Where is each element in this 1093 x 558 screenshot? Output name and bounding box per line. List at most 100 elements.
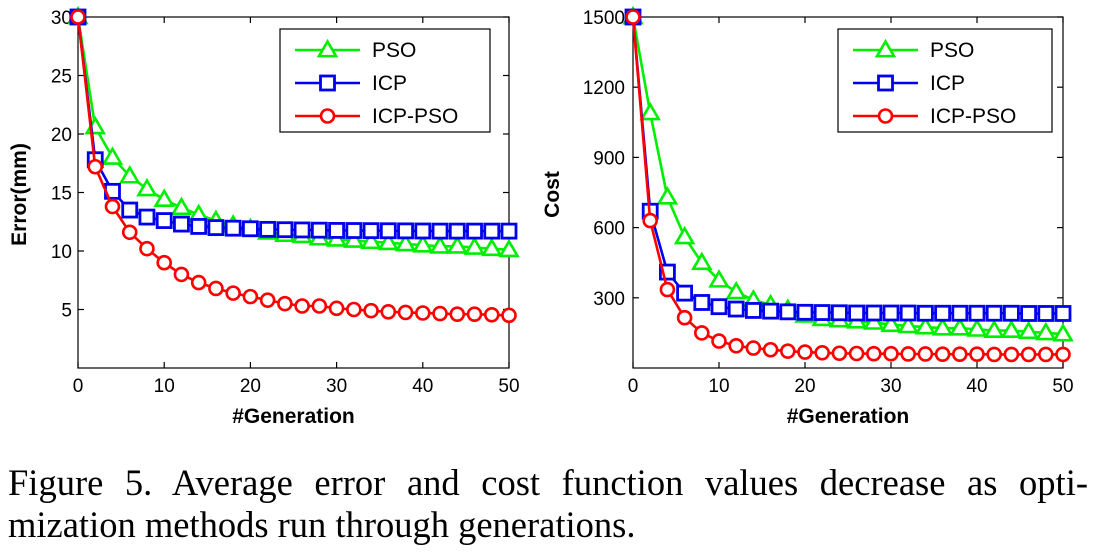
y-tick-label: 20	[51, 125, 72, 146]
x-tick-label: 10	[154, 376, 175, 397]
data-point-icp-pso	[121, 224, 138, 241]
data-point-icp	[224, 219, 242, 237]
legend-marker-icp-pso	[877, 108, 894, 124]
y-tick-label: 25	[51, 67, 72, 88]
y-tick-label: 30	[51, 8, 72, 29]
data-point-pso	[1052, 322, 1074, 342]
y-tick-label: 10	[51, 242, 72, 263]
legend-marker-icp-pso	[319, 108, 336, 124]
data-point-icp-pso	[728, 337, 745, 354]
data-point-icp	[241, 220, 259, 238]
data-point-pso	[481, 237, 503, 257]
x-tick-label: 50	[1052, 376, 1073, 397]
data-point-icp	[345, 222, 363, 239]
x-tick-label: 10	[708, 376, 729, 397]
data-point-icp-pso	[432, 305, 448, 322]
data-point-icp	[121, 201, 139, 219]
data-point-icp	[190, 218, 208, 235]
data-point-icp-pso	[676, 309, 693, 326]
data-point-icp	[831, 304, 848, 322]
series-icp	[624, 8, 1072, 322]
y-tick-label: 900	[593, 148, 625, 169]
data-point-pso	[101, 146, 124, 165]
data-point-icp	[985, 304, 1003, 322]
data-point-icp	[276, 221, 294, 239]
data-point-icp-pso	[156, 254, 172, 271]
data-point-pso	[691, 251, 713, 271]
data-point-icp-pso	[900, 346, 917, 362]
data-point-icp	[813, 304, 831, 321]
data-point-icp-pso	[380, 304, 397, 320]
data-point-icp	[138, 208, 156, 226]
data-point-icp-pso	[659, 281, 676, 298]
data-point-icp-pso	[1038, 346, 1054, 363]
data-point-icp-pso	[848, 345, 865, 362]
legend: PSO ICP ICP-PSO	[837, 28, 1053, 133]
legend-label-pso: PSO	[372, 39, 416, 62]
data-point-pso	[639, 101, 661, 121]
data-point-pso	[153, 188, 175, 207]
data-point-pso	[1035, 321, 1057, 341]
data-point-icp	[676, 284, 693, 302]
data-point-icp-pso	[139, 240, 155, 257]
x-tick-label: 30	[880, 376, 901, 397]
data-point-icp	[1020, 305, 1037, 322]
data-point-pso	[656, 186, 679, 205]
data-point-pso	[343, 229, 365, 248]
data-point-icp-pso	[865, 345, 882, 362]
figure-charts: 0 10 20 30 40 50 5 10 15 20 25 30 #Generation Error(m…	[8, 5, 1074, 428]
series-icp-pso	[625, 9, 1071, 363]
cost-chart: 0 10 20 30 40 50 300 600 900 1200 1500 #Generation C…	[541, 5, 1074, 428]
data-point-icp-pso	[501, 307, 517, 324]
data-point-icp-pso	[414, 305, 431, 321]
data-point-pso	[708, 269, 730, 288]
legend-label-icp: ICP	[372, 72, 407, 95]
x-axis-label: #Generation	[787, 405, 910, 428]
data-point-pso	[463, 236, 486, 255]
y-tick-label: 300	[593, 289, 625, 310]
y-tick-label: 600	[593, 219, 625, 240]
figure-caption: Figure 5. Average error and cost functio…	[8, 462, 1088, 545]
y-tick-label: 1500	[583, 8, 625, 29]
x-tick-label: 30	[326, 376, 347, 397]
data-point-icp	[1003, 304, 1020, 322]
legend-marker-icp	[319, 74, 336, 92]
x-tick-label: 0	[73, 376, 84, 397]
data-point-icp-pso	[745, 340, 762, 356]
data-point-pso	[412, 234, 434, 253]
y-tick-label: 5	[61, 301, 72, 322]
data-point-icp-pso	[363, 302, 379, 319]
data-point-icp	[397, 222, 414, 240]
data-point-icp-pso	[814, 344, 831, 361]
data-point-pso	[897, 314, 919, 334]
y-axis-label: Error(mm)	[8, 143, 31, 246]
data-point-icp	[899, 304, 917, 322]
data-point-icp	[710, 298, 728, 316]
data-point-icp	[951, 304, 969, 322]
data-point-icp	[968, 304, 986, 322]
y-axis-label: Cost	[541, 171, 564, 218]
data-point-icp-pso	[951, 346, 968, 362]
data-point-icp	[431, 222, 449, 240]
data-point-icp-pso	[104, 198, 121, 215]
data-point-pso	[966, 318, 988, 337]
data-point-icp	[310, 221, 328, 239]
legend-label-icp: ICP	[930, 72, 965, 95]
data-point-icp-pso	[711, 333, 727, 349]
data-point-icp-pso	[986, 346, 1003, 363]
data-point-icp	[293, 221, 311, 239]
data-point-icp-pso	[693, 325, 710, 341]
data-point-icp	[1054, 305, 1072, 322]
data-point-icp	[448, 222, 466, 240]
data-point-icp-pso	[1055, 346, 1071, 363]
data-point-icp-pso	[1020, 346, 1037, 363]
data-point-icp	[483, 222, 501, 240]
data-point-icp	[155, 212, 173, 229]
data-point-icp	[882, 304, 900, 322]
data-point-icp	[727, 300, 745, 318]
data-point-icp-pso	[1003, 346, 1020, 363]
data-point-pso	[360, 230, 382, 250]
axes-frame	[632, 16, 1064, 369]
data-point-pso	[673, 225, 696, 245]
x-tick-label: 40	[412, 376, 433, 397]
